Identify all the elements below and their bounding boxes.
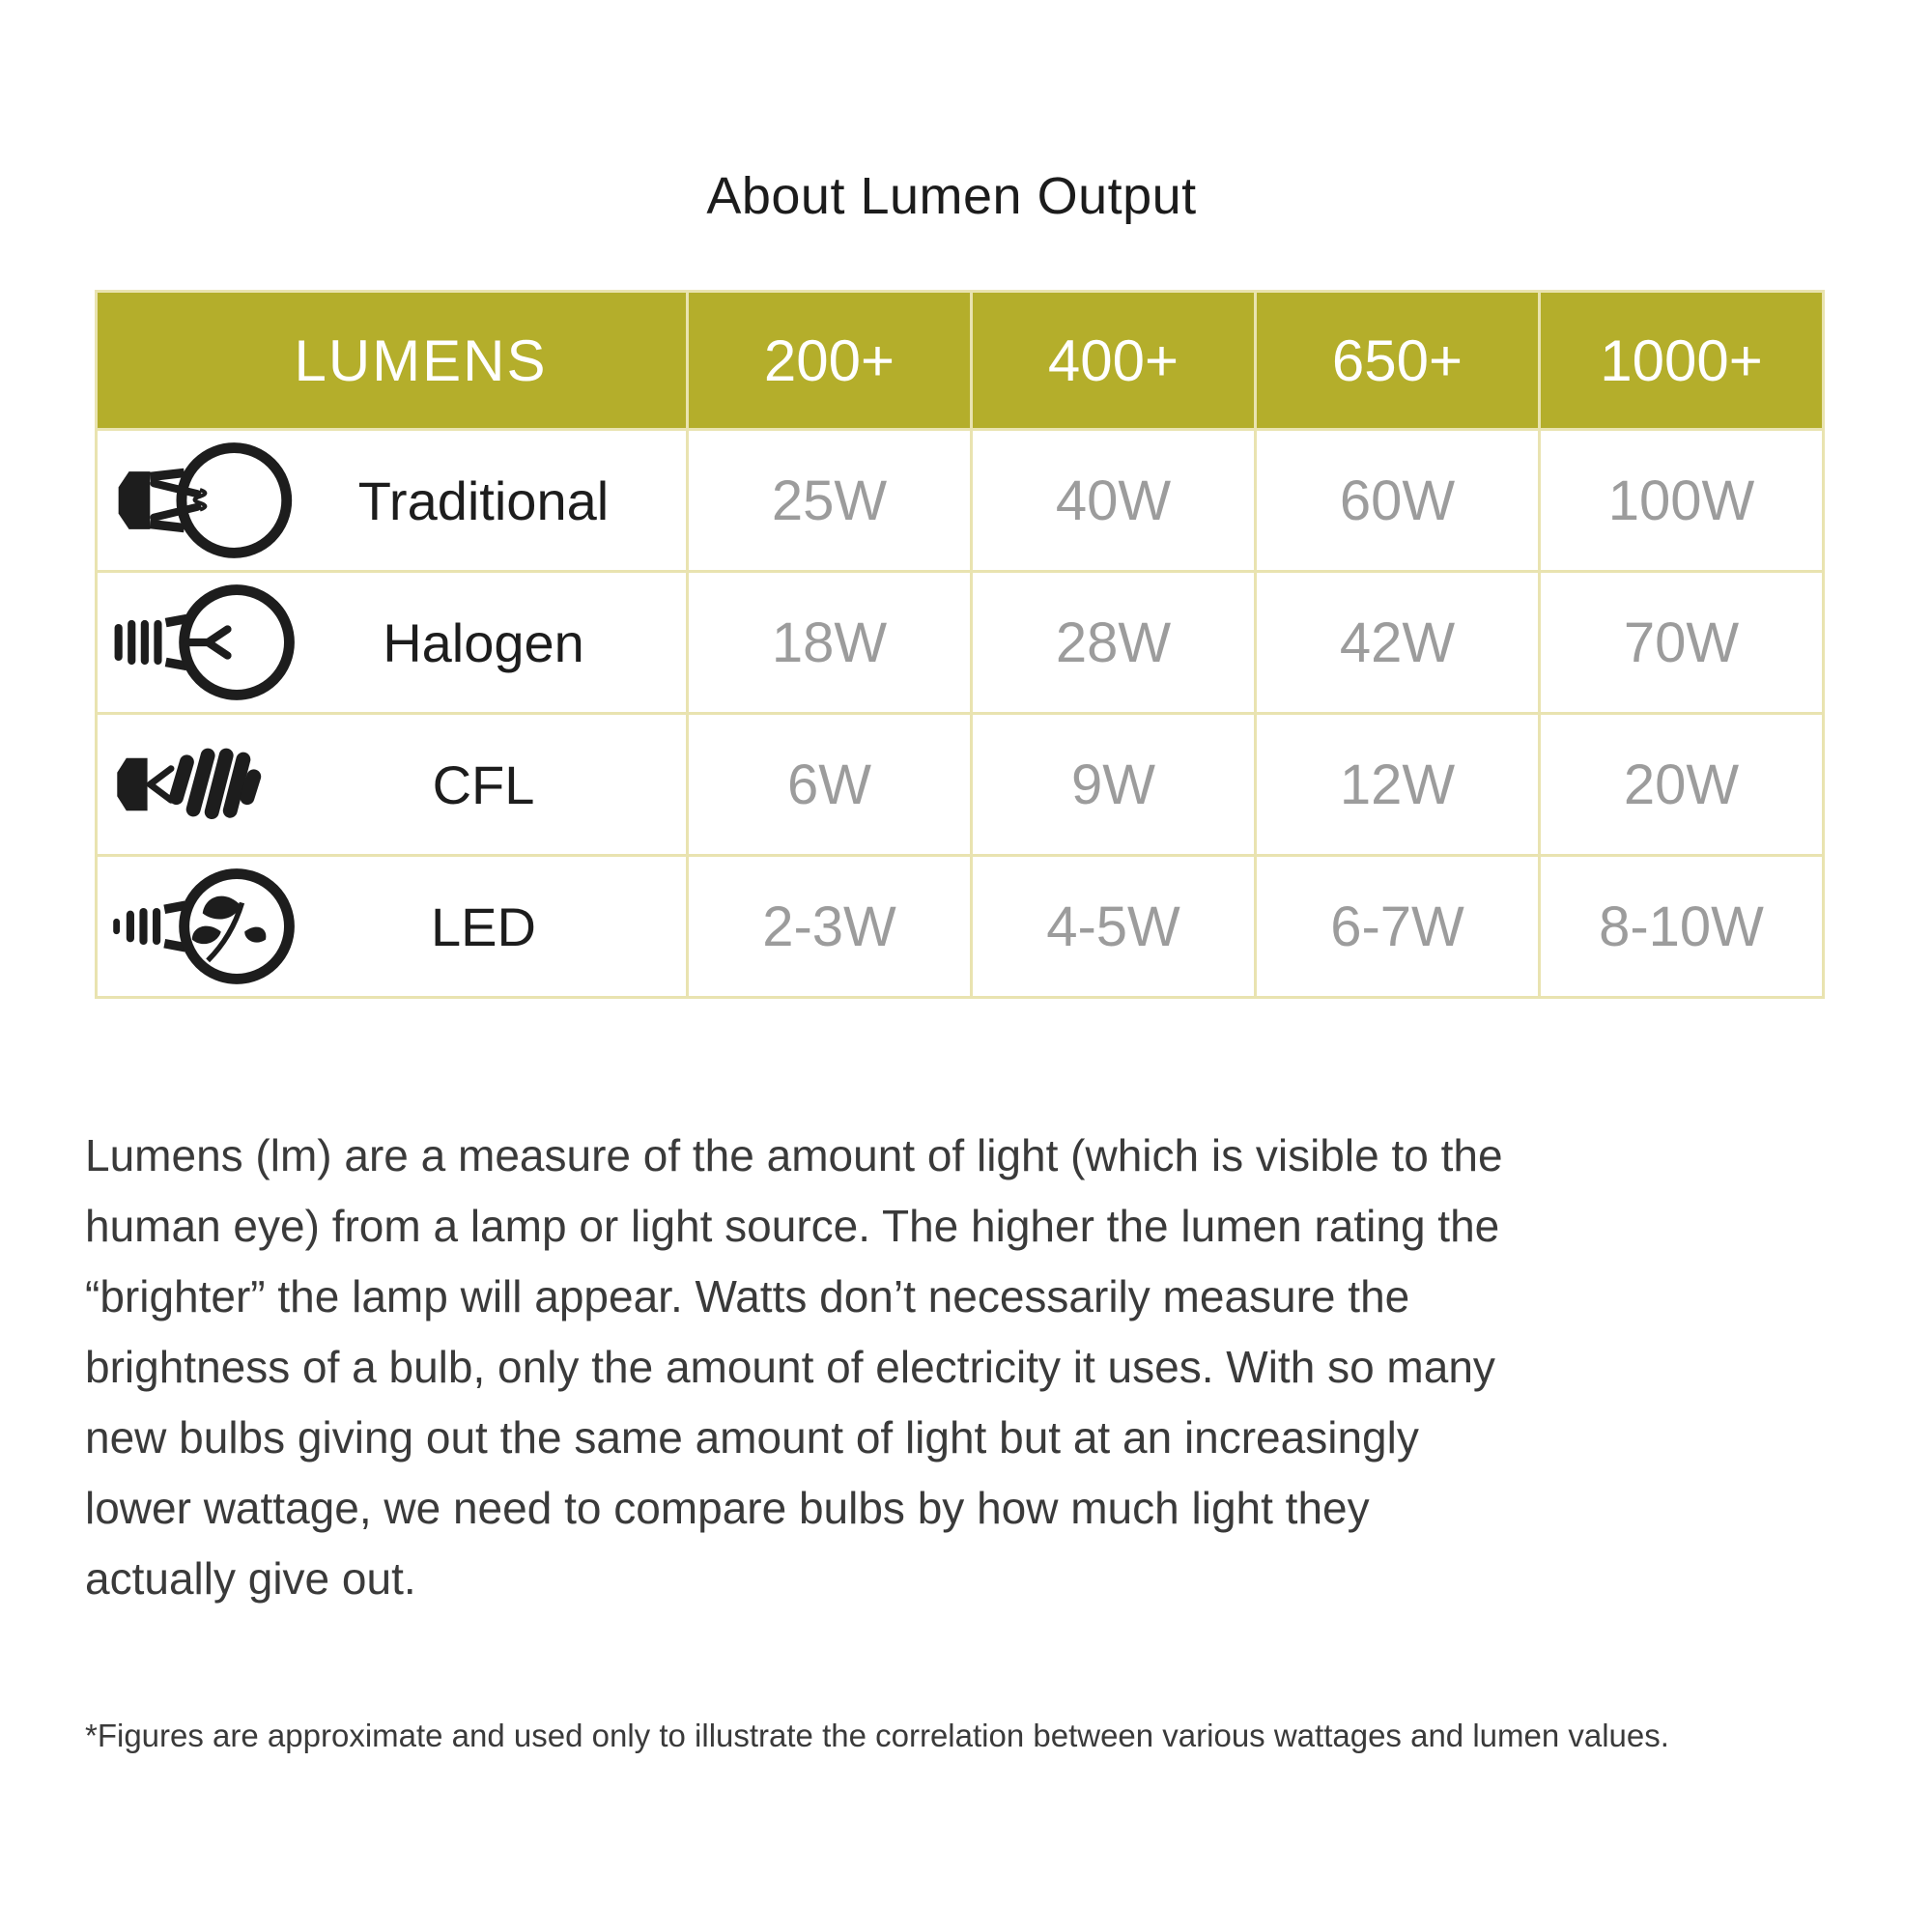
wattage-cell: 6W (686, 712, 973, 857)
led-leaf-bulb-icon (98, 861, 320, 992)
wattage-cell: 60W (1254, 428, 1541, 573)
lumen-comparison-table: LUMENS 200+ 400+ 650+ 1000+ (95, 290, 1825, 999)
paragraph-line: new bulbs giving out the same amount of … (85, 1412, 1419, 1463)
paragraph-line: human eye) from a lamp or light source. … (85, 1201, 1500, 1251)
wattage-cell: 2-3W (686, 854, 973, 999)
paragraph-line: “brighter” the lamp will appear. Watts d… (85, 1271, 1410, 1321)
wattage-cell: 42W (1254, 570, 1541, 715)
bulb-type-label: Traditional (357, 469, 610, 531)
lumen-column-header-650: 650+ (1254, 290, 1541, 431)
page-title: About Lumen Output (706, 167, 1197, 225)
wattage-cell: 12W (1254, 712, 1541, 857)
wattage-cell: 18W (686, 570, 973, 715)
wattage-cell: 9W (970, 712, 1257, 857)
table-row-cfl: CFL 6W 9W 12W 20W (95, 712, 1825, 857)
row-header-led: LED (95, 854, 689, 999)
paragraph-line: actually give out. (85, 1553, 416, 1604)
row-header-traditional: Traditional (95, 428, 689, 573)
table-row-led: LED 2-3W 4-5W 6-7W 8-10W (95, 854, 1825, 999)
paragraph-line: Lumens (lm) are a measure of the amount … (85, 1130, 1503, 1180)
bulb-type-label: CFL (432, 753, 535, 815)
table-header-row: LUMENS 200+ 400+ 650+ 1000+ (95, 290, 1825, 431)
bulb-type-label: Halogen (383, 611, 584, 673)
wattage-cell: 28W (970, 570, 1257, 715)
row-header-cfl: CFL (95, 712, 689, 857)
lumen-column-header-200: 200+ (686, 290, 973, 431)
lumen-column-header-400: 400+ (970, 290, 1257, 431)
row-header-halogen: Halogen (95, 570, 689, 715)
wattage-cell: 6-7W (1254, 854, 1541, 999)
wattage-cell: 20W (1538, 712, 1825, 857)
wattage-cell: 8-10W (1538, 854, 1825, 999)
bulb-type-label: LED (431, 895, 536, 957)
wattage-cell: 4-5W (970, 854, 1257, 999)
lumen-column-header-1000: 1000+ (1538, 290, 1825, 431)
description-paragraph: Lumens (lm) are a measure of the amount … (85, 1121, 1503, 1614)
footnote-text: *Figures are approximate and used only t… (85, 1718, 1669, 1753)
wattage-cell: 25W (686, 428, 973, 573)
paragraph-line: brightness of a bulb, only the amount of… (85, 1342, 1495, 1392)
halogen-bulb-icon (98, 577, 320, 708)
lumens-header-cell: LUMENS (95, 290, 689, 431)
table-row-traditional: Traditional 25W 40W 60W 100W (95, 428, 1825, 573)
traditional-incandescent-bulb-icon (98, 435, 320, 566)
wattage-cell: 100W (1538, 428, 1825, 573)
wattage-cell: 70W (1538, 570, 1825, 715)
table-row-halogen: Halogen 18W 28W 42W 70W (95, 570, 1825, 715)
paragraph-line: lower wattage, we need to compare bulbs … (85, 1483, 1370, 1533)
wattage-cell: 40W (970, 428, 1257, 573)
cfl-spiral-bulb-icon (98, 719, 320, 850)
